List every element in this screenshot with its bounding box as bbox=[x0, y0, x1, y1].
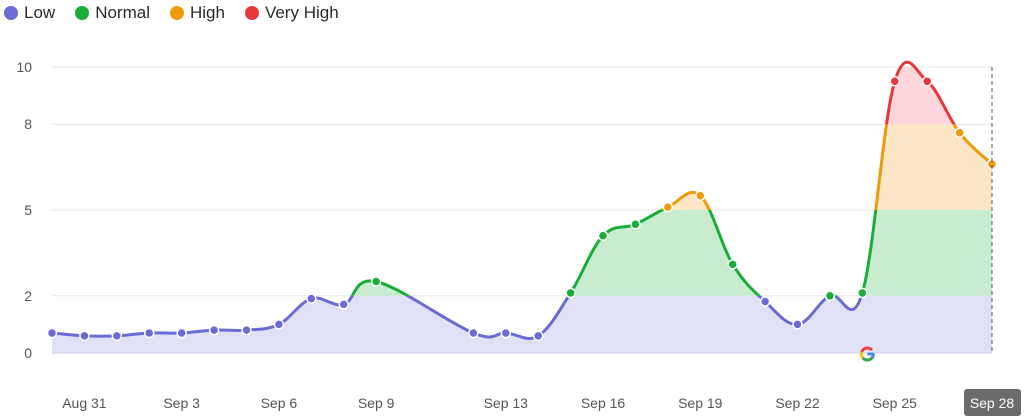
legend-item-high[interactable]: High bbox=[169, 3, 225, 23]
x-tick-highlight: Sep 28 bbox=[964, 389, 1021, 416]
legend-item-low[interactable]: Low bbox=[4, 3, 55, 23]
series-line-normal bbox=[350, 210, 878, 296]
y-tick-label: 0 bbox=[24, 345, 32, 361]
y-tick-label: 8 bbox=[24, 116, 32, 132]
y-tick-label: 5 bbox=[24, 202, 32, 218]
data-point bbox=[46, 327, 58, 339]
data-point bbox=[241, 324, 252, 336]
y-tick-label: 10 bbox=[16, 59, 32, 75]
google-icon-arc bbox=[859, 351, 865, 359]
data-point bbox=[370, 276, 382, 287]
series-line-very-high bbox=[885, 60, 956, 125]
data-point bbox=[824, 290, 836, 302]
data-point bbox=[79, 330, 90, 342]
data-point bbox=[792, 319, 803, 330]
line-band-group-2 bbox=[658, 124, 994, 210]
legend-swatch bbox=[169, 6, 184, 20]
x-tick-label: Sep 3 bbox=[163, 395, 200, 411]
data-point bbox=[857, 287, 868, 299]
legend-item-normal[interactable]: Normal bbox=[75, 3, 150, 23]
area-band-very-high bbox=[52, 67, 992, 125]
area-band-high bbox=[52, 124, 992, 210]
data-point bbox=[630, 219, 641, 230]
legend-item-very-high[interactable]: Very High bbox=[244, 3, 339, 23]
line-band-group-3 bbox=[885, 60, 956, 125]
legend-label: Normal bbox=[95, 3, 150, 22]
data-point bbox=[921, 76, 933, 87]
legend-label: High bbox=[189, 3, 225, 22]
google-icon-arc bbox=[860, 346, 874, 353]
data-point bbox=[176, 327, 187, 339]
line-band-group-0 bbox=[50, 295, 863, 341]
data-point bbox=[468, 327, 479, 339]
legend-swatch bbox=[244, 6, 259, 20]
series-line-low bbox=[50, 295, 863, 341]
series-line-high bbox=[658, 124, 994, 210]
data-point bbox=[954, 127, 965, 139]
data-point bbox=[695, 190, 706, 201]
x-tick-badge bbox=[964, 389, 1021, 416]
x-tick-label: Sep 19 bbox=[678, 395, 723, 411]
x-tick-label: Sep 16 bbox=[581, 395, 626, 411]
data-point bbox=[889, 76, 901, 87]
x-tick-label: Aug 31 bbox=[62, 395, 107, 411]
legend-swatch bbox=[75, 6, 90, 20]
data-point bbox=[597, 230, 609, 241]
data-point bbox=[273, 319, 285, 330]
x-tick-label: Sep 28 bbox=[970, 395, 1015, 411]
x-tick-label: Sep 13 bbox=[484, 395, 529, 411]
google-icon bbox=[859, 346, 875, 362]
chart-legend: Low Normal High Very High bbox=[4, 3, 339, 23]
data-point bbox=[338, 299, 349, 310]
legend-label: Very High bbox=[264, 3, 339, 22]
y-tick-label: 2 bbox=[24, 288, 32, 304]
data-point bbox=[727, 259, 738, 270]
data-point bbox=[759, 296, 771, 307]
area-band-low bbox=[52, 295, 992, 353]
data-point bbox=[500, 327, 512, 339]
line-band-group-1 bbox=[350, 210, 878, 296]
data-point bbox=[306, 293, 317, 304]
google-icon-arc bbox=[861, 356, 874, 362]
data-point bbox=[143, 327, 155, 339]
data-point bbox=[208, 324, 220, 336]
x-tick-label: Sep 25 bbox=[873, 395, 918, 411]
legend-label: Low bbox=[24, 3, 56, 22]
data-point bbox=[662, 201, 674, 213]
x-tick-label: Sep 6 bbox=[261, 395, 298, 411]
area-band-normal bbox=[52, 210, 992, 296]
data-point bbox=[111, 330, 123, 342]
legend-swatch bbox=[4, 6, 18, 20]
data-point bbox=[565, 287, 576, 299]
data-point bbox=[532, 330, 544, 342]
x-tick-label: Sep 9 bbox=[358, 395, 395, 411]
x-tick-label: Sep 22 bbox=[775, 395, 820, 411]
